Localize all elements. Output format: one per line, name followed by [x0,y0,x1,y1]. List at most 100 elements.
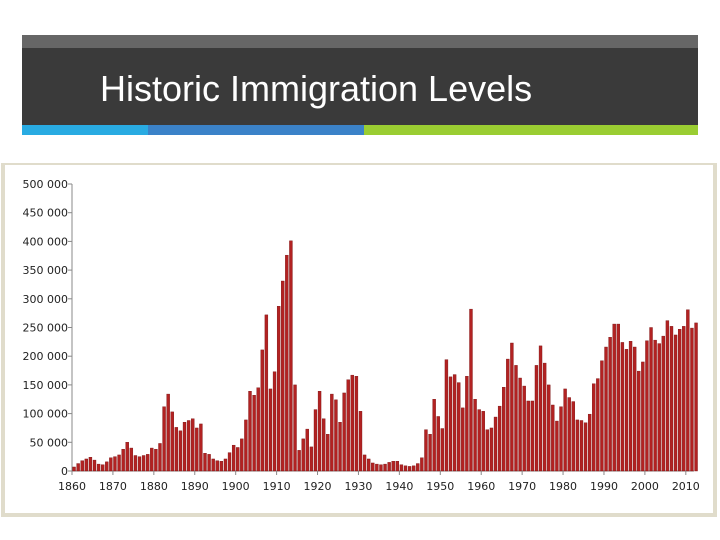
bar-1865 [92,459,97,472]
bar-1905 [256,387,260,472]
bar-1932 [367,458,371,472]
immigration-bar-chart: 0 50 000 100 000 150 000 200 000 250 000 300 0… [1,163,717,517]
bar-1870 [113,456,117,472]
bar-1975 [542,362,547,472]
bar-1881 [158,443,162,472]
accent-stripe-darkblue [148,125,364,135]
bar-1950 [440,428,445,472]
x-tick-label: 1980 [549,480,577,493]
bar-1862 [80,460,84,472]
bar-1968 [514,365,518,472]
bar-2002 [653,339,657,472]
x-tick-label: 1990 [590,480,618,493]
bar-1935 [379,464,383,472]
bar-1945 [420,457,424,472]
bar-2012 [694,322,698,472]
bar-2005 [665,320,670,472]
bar-1893 [207,454,211,472]
bar-1925 [338,422,342,472]
accent-stripe-blue [22,125,148,135]
bar-1966 [506,358,510,472]
bar-1979 [559,406,563,472]
bar-1911 [281,280,285,472]
bar-1869 [109,457,113,472]
bar-1887 [182,422,187,472]
bar-1942 [407,466,412,472]
bar-1937 [387,462,391,472]
x-tick-label: 1920 [304,480,332,493]
bar-1976 [547,384,551,472]
bar-1880 [154,448,158,472]
bar-1952 [448,376,453,472]
bar-1874 [129,447,134,472]
bar-1912 [285,254,289,472]
bar-1876 [137,456,142,472]
x-tick-label: 1880 [140,480,168,493]
bar-1946 [424,429,428,472]
bar-1884 [170,411,174,472]
y-tick-label: 100 000 [23,408,69,421]
bar-1890 [195,427,199,472]
bar-1955 [461,407,465,472]
bar-1861 [76,463,80,472]
x-tick-label: 1930 [344,480,372,493]
bar-1938 [391,461,395,472]
bar-1906 [260,349,264,472]
y-tick-label: 500 000 [23,178,69,191]
bar-1903 [248,391,252,472]
bar-1974 [538,345,543,472]
bar-1915 [297,450,301,472]
bar-1923 [330,393,334,472]
bar-1875 [133,455,138,472]
bar-1987 [592,383,596,472]
y-tick-label: 200 000 [23,350,69,363]
bar-1868 [105,461,109,472]
bar-1877 [141,455,146,472]
bar-1962 [489,427,494,472]
bar-1953 [452,374,457,472]
bar-1899 [231,444,236,472]
bar-1888 [186,420,191,472]
bar-1930 [358,411,363,472]
bar-1989 [600,360,604,472]
bar-2003 [657,343,661,472]
bar-1948 [432,399,436,472]
y-tick-label: 0 [61,465,68,478]
bar-1959 [477,409,481,472]
bar-1934 [375,463,379,472]
bar-1960 [481,411,485,472]
bar-1878 [146,454,150,472]
bar-1926 [342,392,346,472]
bar-1882 [162,406,166,472]
bar-1914 [293,384,297,472]
bar-1998 [637,370,641,472]
bar-1904 [252,395,256,472]
bar-1994 [620,342,625,472]
bar-1897 [223,458,228,472]
x-tick-label: 1900 [222,480,250,493]
bar-1919 [313,409,318,472]
bar-1999 [641,361,645,472]
bar-1922 [326,434,330,472]
x-tick-label: 1940 [385,480,413,493]
bar-1978 [555,420,559,472]
bar-1982 [571,401,575,472]
y-tick-label: 150 000 [23,379,69,392]
bar-1929 [354,376,359,472]
bar-1936 [383,463,387,472]
bar-2008 [678,329,682,472]
x-tick-label: 2010 [672,480,700,493]
bar-1964 [497,405,502,472]
bar-1980 [563,388,567,472]
y-tick-label: 350 000 [23,264,69,277]
y-axis: 0 50 000 100 000 150 000 200 000 250 000 300 0… [23,178,73,478]
bar-1902 [244,419,248,472]
bar-1970 [522,385,526,472]
bar-1971 [526,400,530,472]
bar-1886 [178,430,183,472]
x-tick-label: 1950 [426,480,454,493]
y-tick-label: 400 000 [23,235,69,248]
bar-1900 [236,447,240,472]
x-tick-label: 1870 [99,480,127,493]
bar-1991 [608,337,612,472]
